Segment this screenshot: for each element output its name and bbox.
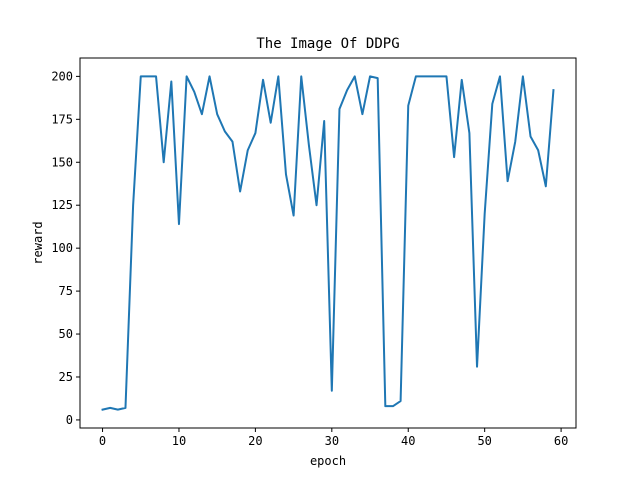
x-tick-label: 30 [325,434,339,448]
axes-frame [79,57,577,429]
x-tick-label: 40 [401,434,415,448]
x-tick-label: 0 [99,434,106,448]
y-tick-label: 50 [59,327,73,341]
chart-title: The Image Of DDPG [256,36,399,52]
x-tick-label: 50 [477,434,491,448]
y-tick-label: 125 [51,198,73,212]
y-tick-label: 75 [59,284,73,298]
series-line-0 [101,75,555,411]
y-tick-label: 0 [66,413,73,427]
y-tick-label: 150 [51,155,73,169]
plot-area: 0 10 20 30 40 50 60 0 25 50 75 100 125 150 175 200 [51,57,577,448]
y-tick-label: 200 [51,69,73,83]
y-tick-label: 175 [51,112,73,126]
y-tick-label: 25 [59,370,73,384]
x-axis-label: epoch [310,454,346,468]
y-axis-label: reward [31,221,45,264]
x-tick-label: 60 [554,434,568,448]
x-tick-label: 20 [248,434,262,448]
x-tick-label: 10 [172,434,186,448]
y-tick-label: 100 [51,241,73,255]
